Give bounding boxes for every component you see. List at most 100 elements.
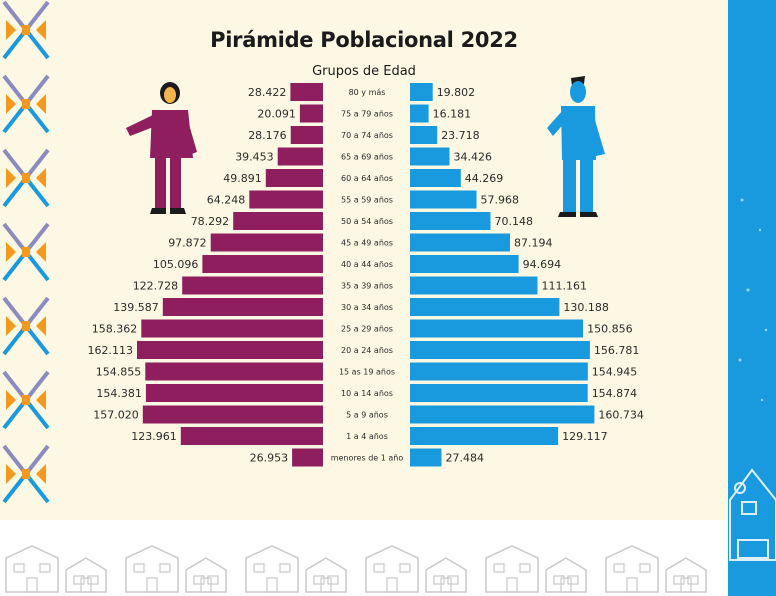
category-label-9: 35 a 39 años [341,282,393,291]
bar-right-3 [410,147,450,166]
bar-right-7 [410,233,510,252]
bar-right-15 [410,405,595,424]
bar-right-10 [410,298,560,316]
category-label-10: 30 a 34 años [341,303,393,312]
category-label-8: 40 a 44 años [341,260,393,269]
label-right-9: 111.161 [542,280,588,293]
bar-left-11 [141,319,323,338]
bar-right-13 [410,362,588,381]
bar-left-2 [290,126,323,144]
category-label-14: 10 a 14 años [341,389,393,398]
label-right-5: 57.968 [481,194,520,207]
bar-right-5 [410,190,477,209]
bar-right-0 [410,83,433,101]
bar-left-10 [162,298,323,316]
label-left-15: 157.020 [93,409,139,422]
label-left-2: 28.176 [248,129,287,142]
bar-left-13 [145,362,323,381]
bar-left-12 [137,341,323,359]
label-left-5: 64.248 [207,194,246,207]
bar-left-4 [265,169,323,187]
category-label-12: 20 a 24 años [341,346,393,355]
label-left-14: 154.381 [96,387,142,400]
category-label-15: 5 a 9 años [346,411,388,420]
label-right-12: 156.781 [594,344,640,357]
category-label-0: 80 y más [349,88,386,97]
bar-left-3 [277,147,323,166]
label-left-17: 26.953 [250,452,289,465]
bar-left-5 [249,190,323,209]
bar-right-2 [410,126,438,144]
label-right-15: 160.734 [598,409,644,422]
label-left-10: 139.587 [113,301,159,314]
bar-right-11 [410,319,584,338]
label-right-17: 27.484 [446,452,485,465]
label-right-11: 150.856 [587,323,633,336]
label-right-16: 129.117 [562,430,608,443]
bar-right-14 [410,384,588,402]
label-right-4: 44.269 [465,172,504,185]
bar-left-17 [292,448,323,467]
category-label-4: 60 a 64 años [341,174,393,183]
bar-left-0 [290,83,323,101]
bar-left-8 [202,255,323,273]
label-left-0: 28.422 [248,86,287,99]
label-left-16: 123.961 [131,430,177,443]
bar-left-1 [299,104,323,123]
label-left-8: 105.096 [153,258,199,271]
label-right-13: 154.945 [592,366,638,379]
label-right-10: 130.188 [563,301,609,314]
bar-right-8 [410,255,519,273]
bar-left-6 [233,212,323,230]
right-blue-strip [728,0,776,596]
label-right-7: 87.194 [514,237,553,250]
label-left-11: 158.362 [92,323,138,336]
label-left-13: 154.855 [96,366,142,379]
category-label-3: 65 a 69 años [341,153,393,162]
chart-title: Pirámide Poblacional 2022 [210,28,518,52]
label-right-1: 16.181 [433,108,472,121]
category-label-11: 25 a 29 años [341,325,393,334]
category-label-1: 75 a 79 años [341,110,393,119]
strip-house-icon [729,468,776,561]
bar-right-17 [410,448,442,467]
woman-figure-icon [126,82,197,214]
label-left-7: 97.872 [168,237,207,250]
label-right-6: 70.148 [495,215,534,228]
label-left-1: 20.091 [257,108,296,121]
label-right-14: 154.874 [592,387,638,400]
label-right-2: 23.718 [441,129,480,142]
category-label-2: 70 a 74 años [341,131,393,140]
bar-right-16 [410,427,559,445]
chart-subtitle: Grupos de Edad [312,64,416,79]
label-left-3: 39.453 [235,151,274,164]
category-label-16: 1 a 4 años [346,432,388,441]
bar-left-14 [145,384,323,402]
label-left-9: 122.728 [133,280,179,293]
bar-left-7 [210,233,323,252]
bar-left-9 [182,276,323,295]
label-right-0: 19.802 [437,86,476,99]
bar-right-9 [410,276,538,295]
category-label-13: 15 as 19 años [339,368,395,377]
category-label-7: 45 a 49 años [341,239,393,248]
man-figure-icon [547,76,605,217]
category-label-17: menores de 1 año [331,454,404,463]
label-right-8: 94.694 [523,258,562,271]
pyramid-bars: 28.422 19.802 80 y más 20.091 16.181 75 a 79 … [88,83,644,467]
label-left-4: 49.891 [223,172,262,185]
label-left-6: 78.292 [191,215,230,228]
category-label-6: 50 a 54 años [341,217,393,226]
bar-right-6 [410,212,491,230]
label-left-12: 162.113 [88,344,134,357]
bar-right-4 [410,169,461,187]
bar-right-1 [410,104,429,123]
bar-left-16 [180,427,323,445]
houses-row-icon [5,545,707,593]
label-right-3: 34.426 [454,151,493,164]
bar-left-15 [142,405,323,424]
woven-border-icon [2,0,50,504]
category-label-5: 55 a 59 años [341,196,393,205]
